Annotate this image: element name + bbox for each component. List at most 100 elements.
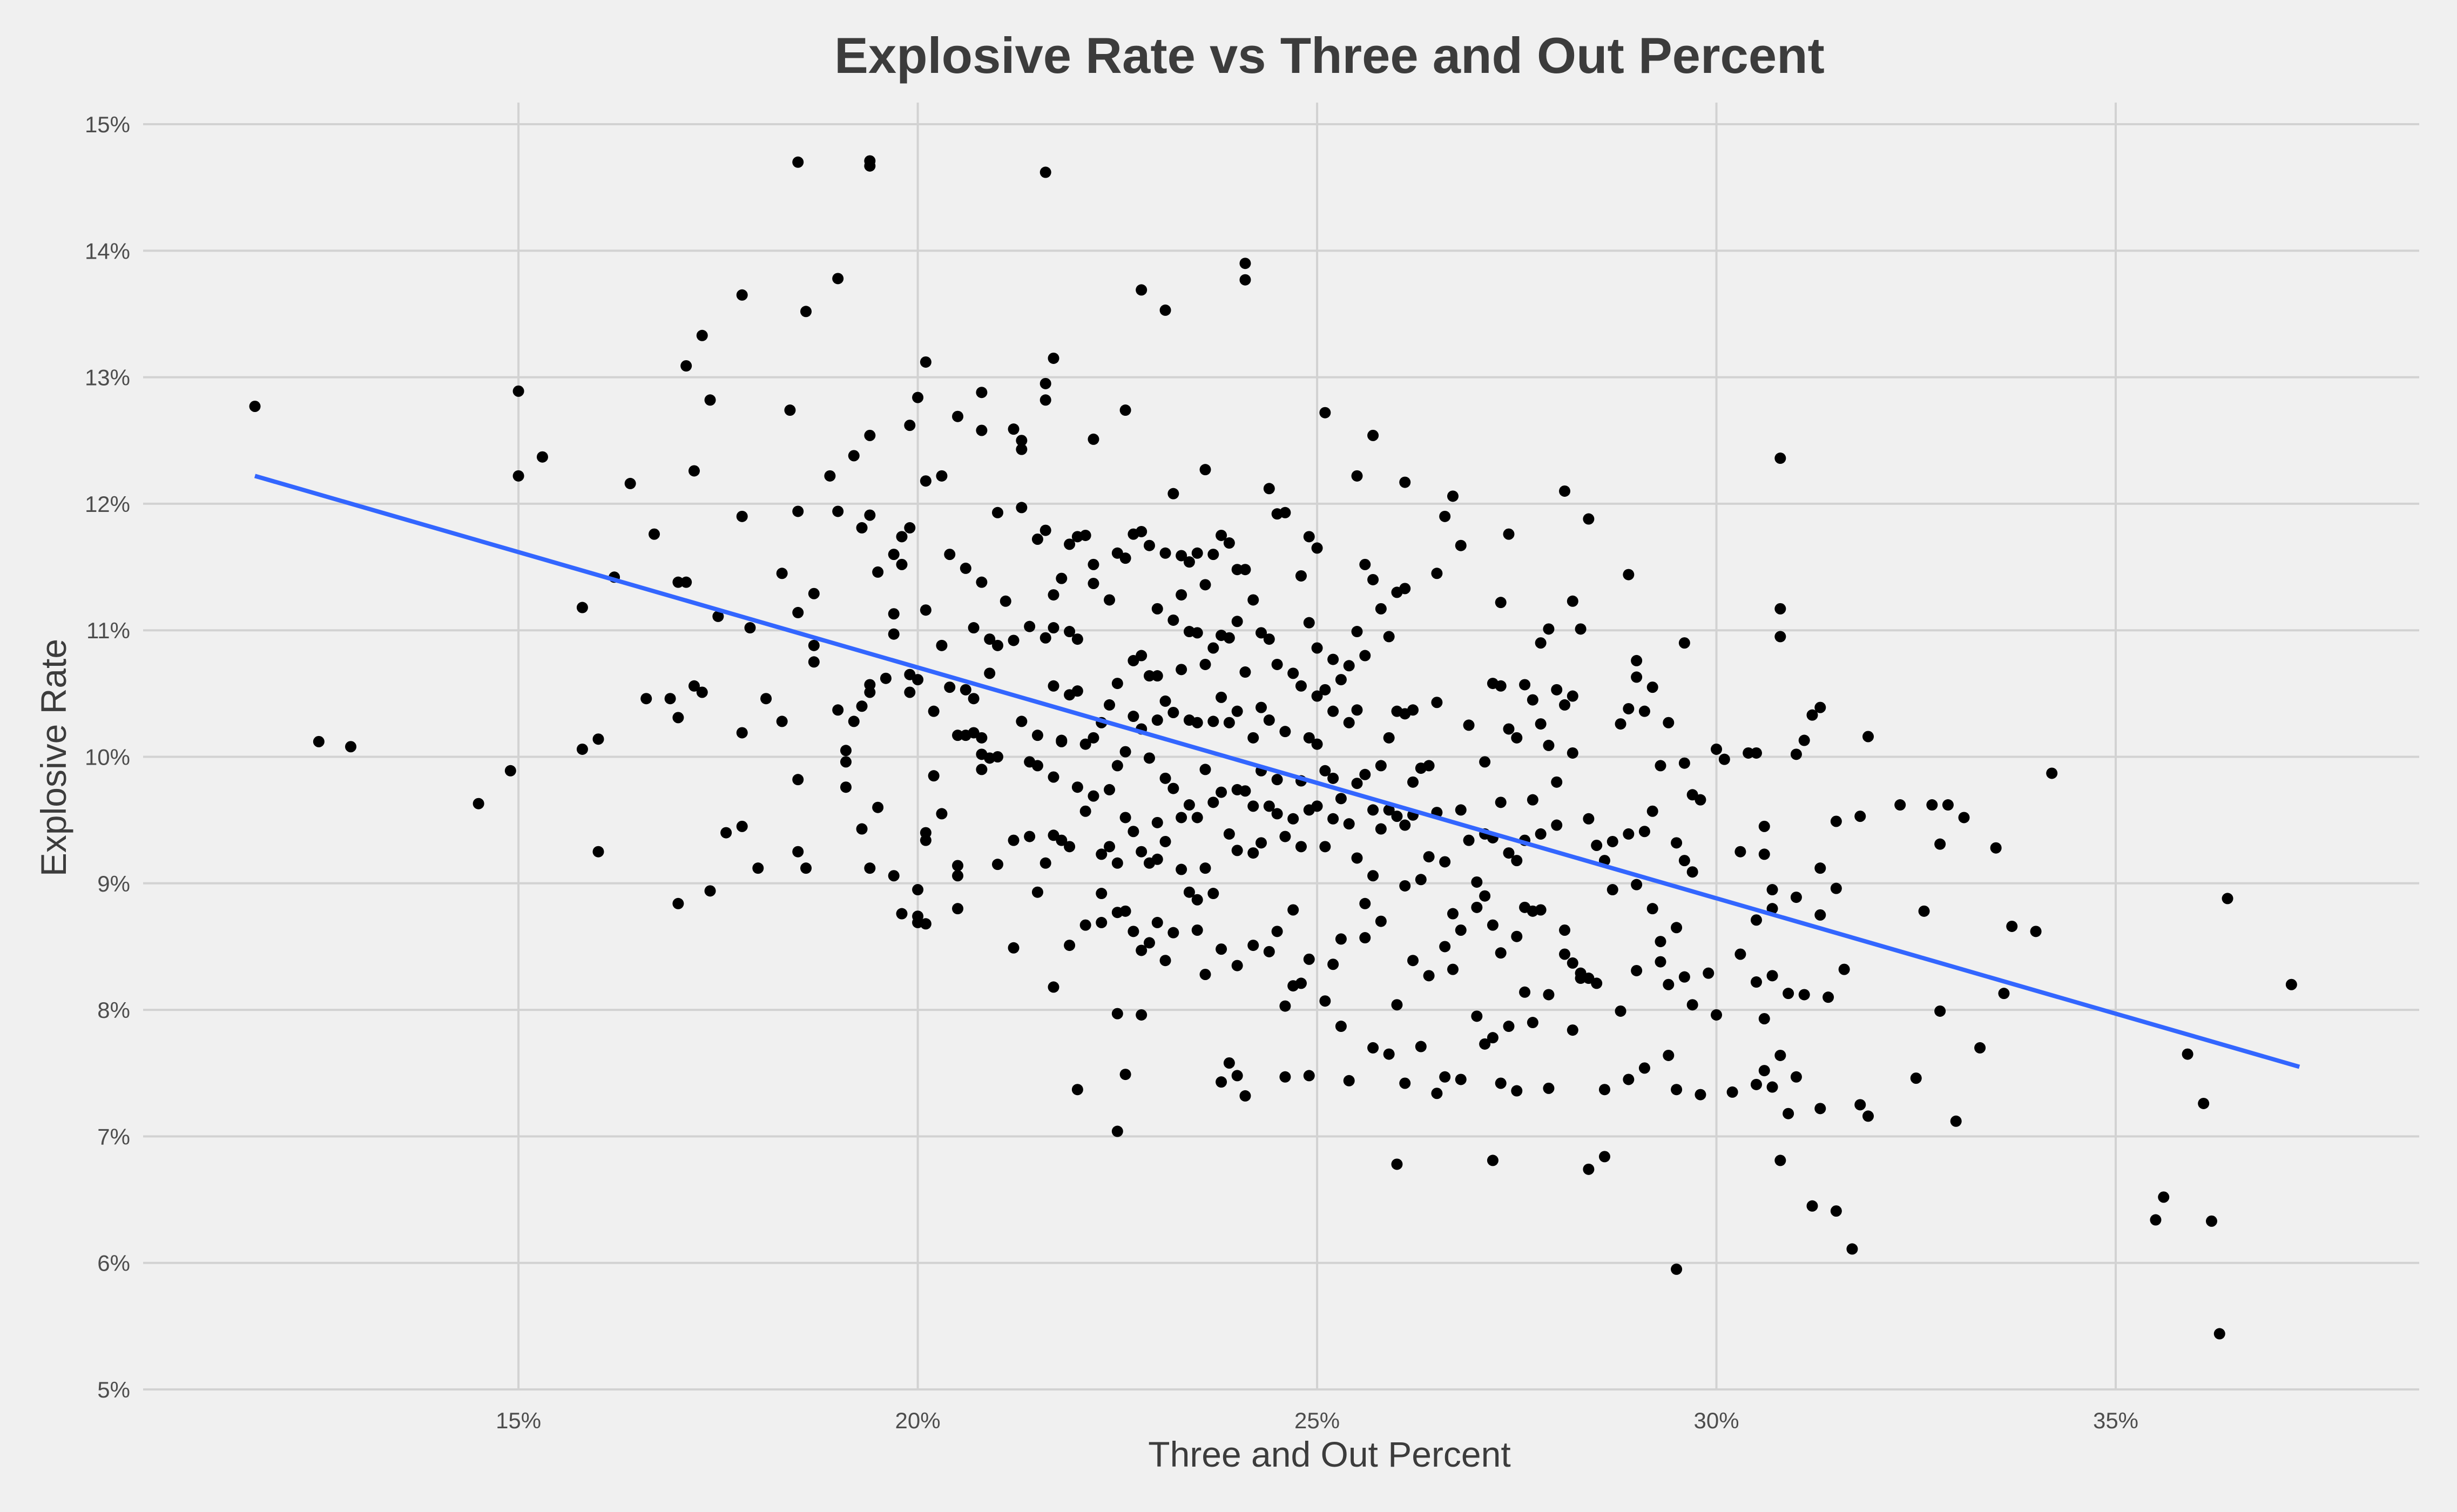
data-point	[984, 633, 996, 645]
data-point	[1711, 743, 1723, 755]
data-point	[1271, 926, 1283, 937]
data-point	[1375, 915, 1387, 927]
data-point	[1231, 616, 1243, 627]
data-point	[1655, 956, 1666, 968]
data-point	[576, 743, 588, 755]
data-point	[1487, 1155, 1498, 1166]
data-point	[1247, 940, 1259, 951]
data-point	[1343, 717, 1355, 728]
data-point	[808, 588, 820, 599]
data-point	[1351, 626, 1363, 638]
data-point	[736, 820, 748, 832]
x-tick-label: 35%	[2093, 1408, 2138, 1433]
data-point	[1423, 970, 1435, 982]
x-tick-label: 25%	[1294, 1408, 1340, 1433]
data-point	[1591, 840, 1603, 852]
data-point	[952, 870, 964, 882]
data-point	[1279, 1071, 1291, 1083]
data-point	[1088, 790, 1099, 802]
data-point	[1256, 627, 1267, 639]
data-point	[1455, 539, 1467, 551]
data-point	[1503, 723, 1515, 735]
data-point	[1064, 841, 1076, 853]
data-point	[1088, 433, 1099, 445]
data-point	[1351, 470, 1363, 482]
data-point	[1718, 753, 1730, 765]
data-point	[1088, 732, 1099, 744]
data-point	[1559, 948, 1571, 960]
data-point	[1671, 1084, 1683, 1096]
y-tick-label: 7%	[97, 1124, 130, 1149]
data-point	[1535, 828, 1547, 840]
data-point	[1479, 890, 1491, 902]
data-point	[1447, 963, 1459, 975]
data-point	[1758, 1013, 1770, 1025]
data-point	[1191, 894, 1203, 906]
data-point	[1559, 924, 1571, 936]
data-point	[792, 846, 804, 858]
data-point	[1663, 1049, 1675, 1061]
data-point	[1559, 485, 1571, 497]
data-point	[1207, 716, 1219, 727]
data-point	[1231, 1070, 1243, 1082]
data-point	[1295, 570, 1307, 582]
data-point	[1239, 564, 1251, 576]
data-point	[1295, 977, 1307, 989]
data-point	[1216, 691, 1227, 703]
data-point	[1399, 880, 1411, 892]
data-point	[1367, 870, 1379, 882]
data-point	[1159, 547, 1171, 559]
data-point	[1119, 552, 1131, 564]
data-point	[1247, 800, 1259, 812]
data-point	[1862, 1110, 1874, 1122]
data-point	[1239, 274, 1251, 286]
data-point	[1031, 886, 1043, 898]
data-point	[1136, 284, 1148, 296]
data-point	[313, 735, 325, 747]
data-point	[1191, 812, 1203, 824]
data-point	[1567, 690, 1578, 702]
data-point	[2150, 1214, 2162, 1226]
data-point	[1151, 603, 1163, 615]
data-point	[1311, 800, 1323, 812]
data-point	[1934, 838, 1946, 850]
data-point	[1703, 967, 1714, 979]
data-point	[848, 450, 860, 462]
data-point	[1623, 1074, 1635, 1085]
data-point	[1199, 764, 1211, 775]
data-point	[1638, 705, 1650, 717]
data-point	[1519, 679, 1531, 691]
data-point	[1431, 697, 1443, 708]
data-point	[1663, 717, 1675, 728]
data-point	[952, 410, 964, 422]
data-point	[1783, 1108, 1794, 1119]
data-point	[640, 693, 652, 705]
data-point	[1758, 820, 1770, 832]
data-point	[1471, 1010, 1483, 1022]
y-tick-label: 12%	[85, 491, 130, 517]
data-point	[1119, 1069, 1131, 1081]
y-tick-label: 6%	[97, 1251, 130, 1276]
data-point	[1910, 1072, 1922, 1084]
data-point	[1319, 765, 1331, 777]
data-point	[1303, 617, 1315, 629]
data-point	[1942, 799, 1954, 811]
data-point	[1104, 784, 1116, 795]
data-point	[1351, 852, 1363, 864]
data-point	[592, 733, 604, 745]
data-point	[1391, 811, 1403, 822]
data-point	[1207, 642, 1219, 654]
data-point	[1096, 848, 1108, 860]
data-point	[1567, 1024, 1578, 1036]
data-point	[1183, 556, 1195, 568]
data-point	[760, 693, 772, 705]
data-point	[912, 392, 924, 403]
data-point	[984, 667, 996, 679]
data-point	[1096, 916, 1108, 928]
data-point	[1016, 435, 1028, 447]
data-point	[1758, 848, 1770, 860]
data-point	[896, 531, 908, 543]
data-point	[2158, 1191, 2170, 1203]
data-point	[920, 604, 932, 616]
y-tick-label: 13%	[85, 365, 130, 390]
